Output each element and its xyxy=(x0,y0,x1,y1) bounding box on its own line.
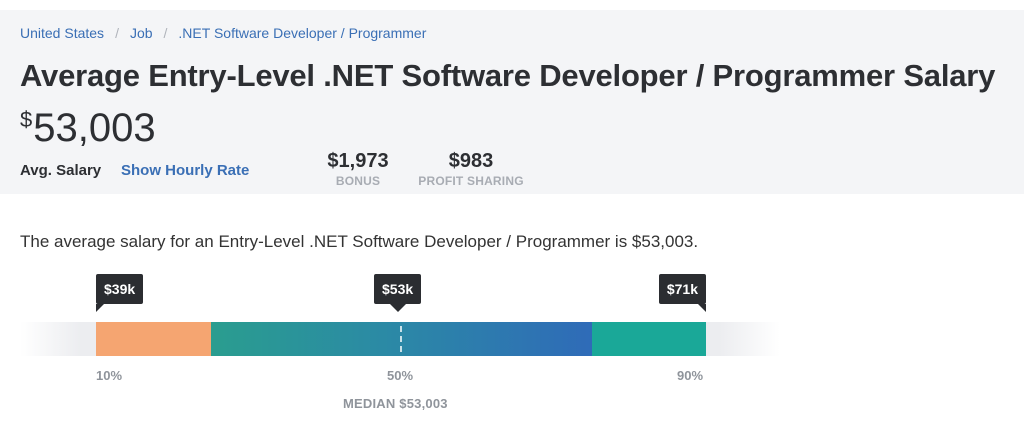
range-segment-high xyxy=(592,322,706,356)
percentile-label-90: 90% xyxy=(677,368,704,383)
salary-header: United States / Job / .NET Software Develope… xyxy=(0,10,1024,194)
show-hourly-rate-link[interactable]: Show Hourly Rate xyxy=(121,162,250,179)
breadcrumb: United States / Job / .NET Software Develope… xyxy=(20,25,426,41)
tooltip-median: $53k xyxy=(374,274,422,312)
page-title: Average Entry-Level .NET Software Develo… xyxy=(20,58,996,93)
profit-sharing-label: PROFIT SHARING xyxy=(418,174,524,188)
breadcrumb-link-job[interactable]: Job xyxy=(129,25,153,41)
bonus-stat: $1,973 BONUS xyxy=(322,150,394,188)
salary-summary: The average salary for an Entry-Level .N… xyxy=(20,232,699,251)
bonus-label: BONUS xyxy=(335,174,381,188)
tooltip-10th-percentile: $39k xyxy=(96,274,144,312)
median-salary-label: MEDIAN $53,003 xyxy=(343,396,448,411)
profit-sharing-value: $983 xyxy=(448,150,494,172)
avg-salary-label: Avg. Salary xyxy=(20,162,102,179)
bonus-value: $1,973 xyxy=(327,150,389,172)
breadcrumb-link-country[interactable]: United States xyxy=(20,25,105,41)
median-marker-line xyxy=(400,326,402,352)
profit-sharing-stat: $983 PROFIT SHARING xyxy=(412,150,530,188)
percentile-label-50: 50% xyxy=(387,368,414,383)
breadcrumb-separator: / xyxy=(115,25,119,41)
tooltip-90th-percentile: $71k xyxy=(658,274,707,312)
breadcrumb-separator: / xyxy=(163,25,168,41)
currency-symbol: $ xyxy=(20,107,33,132)
average-salary: $53,003 xyxy=(20,106,156,151)
range-segment-low xyxy=(96,322,211,356)
percentile-label-10: 10% xyxy=(96,368,123,383)
breadcrumb-link-title[interactable]: .NET Software Developer / Programmer xyxy=(178,25,427,41)
salary-amount: 53,003 xyxy=(33,106,156,150)
